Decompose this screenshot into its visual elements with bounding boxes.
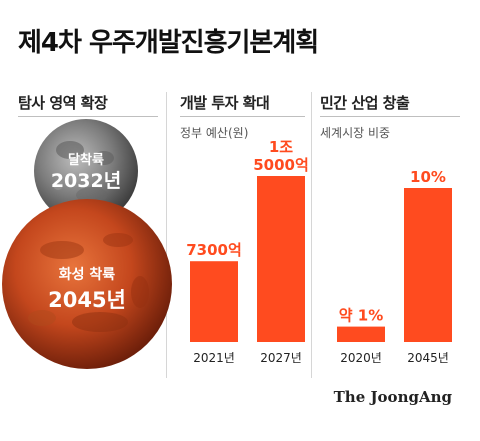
mars-year: 2045년 [48, 288, 126, 312]
category-label-1-1: 2045년 [407, 351, 449, 365]
mars-label: 화성 착륙 [58, 267, 116, 283]
data-label-0-0: 7300억 [186, 241, 242, 259]
data-label-1-1: 10% [410, 168, 446, 186]
data-label-1-0: 약 1% [339, 307, 384, 325]
page-title: 제4차 우주개발진흥기본계획 [18, 28, 319, 58]
bar-1-1 [404, 188, 452, 342]
section-underline [18, 116, 158, 117]
section-heading-industry: 민간 산업 창출 [320, 94, 410, 112]
brand-logo: The JoongAng [333, 388, 452, 406]
section-underline [320, 116, 460, 117]
bar-0-0 [190, 261, 238, 342]
mars [2, 199, 172, 369]
section-divider [166, 92, 167, 378]
section-underline [180, 116, 305, 117]
moon-label: 달착륙 [68, 153, 104, 168]
investment-subtitle: 정부 예산(원) [180, 126, 249, 140]
category-label-0-1: 2027년 [260, 351, 302, 365]
category-label-1-0: 2020년 [340, 351, 382, 365]
section-divider [311, 92, 312, 378]
industry-subtitle: 세계시장 비중 [320, 126, 391, 140]
category-label-0-0: 2021년 [193, 351, 235, 365]
moon [34, 119, 138, 223]
section-heading-exploration: 탐사 영역 확장 [18, 94, 108, 112]
bar-0-1 [257, 176, 305, 342]
data-label-0-1: 1조 [269, 138, 293, 156]
section-heading-investment: 개발 투자 확대 [180, 94, 270, 112]
data-label-0-1: 5000억 [253, 156, 309, 174]
bar-1-0 [337, 326, 385, 342]
moon-year: 2032년 [50, 170, 122, 192]
